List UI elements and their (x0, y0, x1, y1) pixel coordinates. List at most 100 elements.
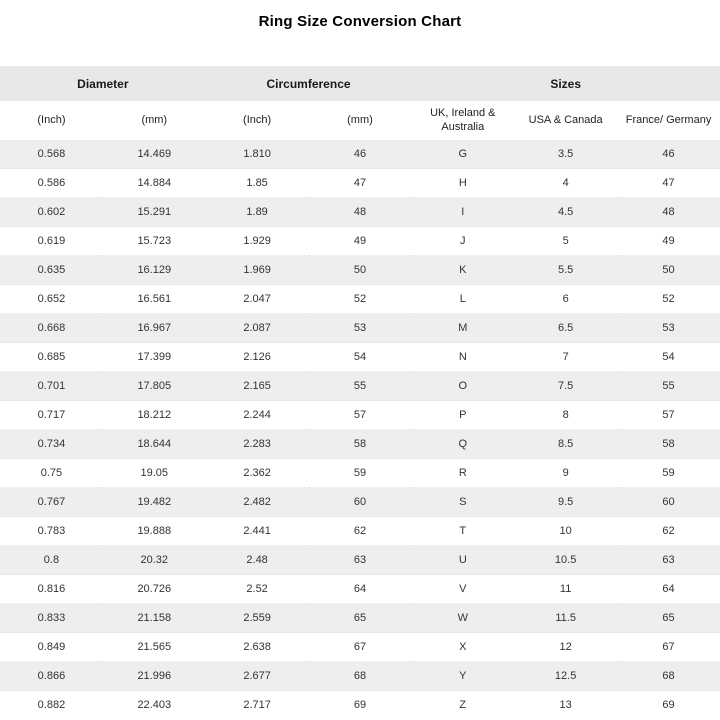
table-cell: 21.158 (102, 603, 206, 633)
table-row: 0.685 17.399 2.126 54 N 7 54 (0, 342, 720, 372)
col-header-usa-canada: USA & Canada (514, 101, 618, 140)
table-cell: 14.884 (102, 168, 206, 198)
table-cell: 62 (617, 516, 720, 546)
table-cell: 21.996 (102, 661, 206, 691)
table-cell: 59 (617, 458, 720, 488)
table-cell: J (411, 226, 515, 256)
table-cell: G (411, 140, 515, 169)
table-cell: 0.816 (0, 574, 103, 604)
table-cell: 2.52 (205, 574, 309, 604)
table-cell: 7.5 (514, 371, 618, 401)
table-cell: 53 (308, 313, 412, 343)
table-cell: 52 (308, 284, 412, 314)
table-cell: 64 (308, 574, 412, 604)
table-cell: R (411, 458, 515, 488)
table-cell: 1.969 (205, 255, 309, 285)
table-cell: 3.5 (514, 140, 618, 169)
col-header-circumference-mm: (mm) (308, 101, 412, 140)
table-cell: 17.805 (102, 371, 206, 401)
table-cell: 60 (308, 487, 412, 517)
table-cell: 15.291 (102, 197, 206, 227)
table-cell: 60 (617, 487, 720, 517)
col-header-uk-ireland-australia: UK, Ireland & Australia (411, 101, 515, 140)
table-row: 0.717 18.212 2.244 57 P 8 57 (0, 400, 720, 430)
table-row: 0.882 22.403 2.717 69 Z 13 69 (0, 691, 720, 720)
table-row: 0.816 20.726 2.52 64 V 11 64 (0, 574, 720, 604)
table-cell: 0.586 (0, 168, 103, 198)
table-cell: 0.619 (0, 226, 103, 256)
table-cell: K (411, 255, 515, 285)
table-cell: W (411, 603, 515, 633)
table-cell: 67 (308, 632, 412, 662)
table-cell: Z (459, 699, 467, 711)
table-cell: 2.559 (205, 603, 309, 633)
table-cell: 2.638 (205, 632, 309, 662)
table-cell: 1.85 (205, 168, 309, 198)
table-cell: 0.833 (0, 603, 103, 633)
table-header: Diameter Circumference Sizes (Inch) (mm)… (0, 66, 720, 140)
table-cell: 62 (308, 516, 412, 546)
table-cell: Y (411, 661, 515, 691)
table-cell: 54 (308, 342, 412, 372)
table-cell: 16.129 (102, 255, 206, 285)
table-row: 0.701 17.805 2.165 55 O 7.5 55 (0, 371, 720, 401)
table-cell: 53 (617, 313, 720, 343)
table-cell: 0.602 (0, 197, 103, 227)
table-cell: 59 (308, 458, 412, 488)
table-cell: 63 (617, 545, 720, 575)
table-cell: Q (411, 429, 515, 459)
table-cell: 63 (308, 545, 412, 575)
table-cell: 2.677 (205, 661, 309, 691)
table-cell: 11 (514, 574, 618, 604)
table-cell: 2.087 (205, 313, 309, 343)
table-cell: 13 (559, 699, 572, 711)
table-cell: 55 (308, 371, 412, 401)
table-cell: 0.668 (0, 313, 103, 343)
table-cell: 0.652 (0, 284, 103, 314)
table-cell: 0.767 (0, 487, 103, 517)
table-cell: 0.882 (37, 699, 66, 711)
table-cell: 0.75 (0, 458, 103, 488)
table-cell: L (411, 284, 515, 314)
table-cell: 9 (514, 458, 618, 488)
table-cell: 0.734 (0, 429, 103, 459)
table-cell: 6 (514, 284, 618, 314)
group-header-sizes: Sizes (411, 66, 720, 101)
table-cell: 0.783 (0, 516, 103, 546)
table-cell: 69 (353, 699, 367, 711)
table-cell: 12 (514, 632, 618, 662)
table-row: 0.833 21.158 2.559 65 W 11.5 65 (0, 603, 720, 633)
table-cell: S (411, 487, 515, 517)
table-cell: 47 (617, 168, 720, 198)
table-cell: 1.929 (205, 226, 309, 256)
table-cell: 4 (514, 168, 618, 198)
table-row: 0.635 16.129 1.969 50 K 5.5 50 (0, 255, 720, 285)
table-row: 0.734 18.644 2.283 58 Q 8.5 58 (0, 429, 720, 459)
table-cell: 2.283 (205, 429, 309, 459)
table-cell: 0.849 (0, 632, 103, 662)
table-cell: 47 (308, 168, 412, 198)
table-cell: 8 (514, 400, 618, 430)
table-cell: 22.403 (137, 699, 172, 711)
table-row: 0.866 21.996 2.677 68 Y 12.5 68 (0, 661, 720, 691)
table-cell: O (411, 371, 515, 401)
table-cell: 9.5 (514, 487, 618, 517)
table-row: 0.586 14.884 1.85 47 H 4 47 (0, 168, 720, 198)
table-cell: 6.5 (514, 313, 618, 343)
table-cell: 2.48 (205, 545, 309, 575)
table-cell: 0.8 (0, 545, 103, 575)
table-cell: 19.05 (102, 458, 206, 488)
table-cell: 15.723 (102, 226, 206, 256)
table-row: 0.849 21.565 2.638 67 X 12 67 (0, 632, 720, 662)
table-cell: P (411, 400, 515, 430)
page-title: Ring Size Conversion Chart (258, 13, 462, 30)
table-cell: 0.866 (0, 661, 103, 691)
table-cell: 67 (617, 632, 720, 662)
table-cell: 57 (308, 400, 412, 430)
table-cell: 21.565 (102, 632, 206, 662)
table-cell: 46 (617, 140, 720, 169)
table-cell: 0.701 (0, 371, 103, 401)
table-cell: 19.482 (102, 487, 206, 517)
table-cell: 2.047 (205, 284, 309, 314)
